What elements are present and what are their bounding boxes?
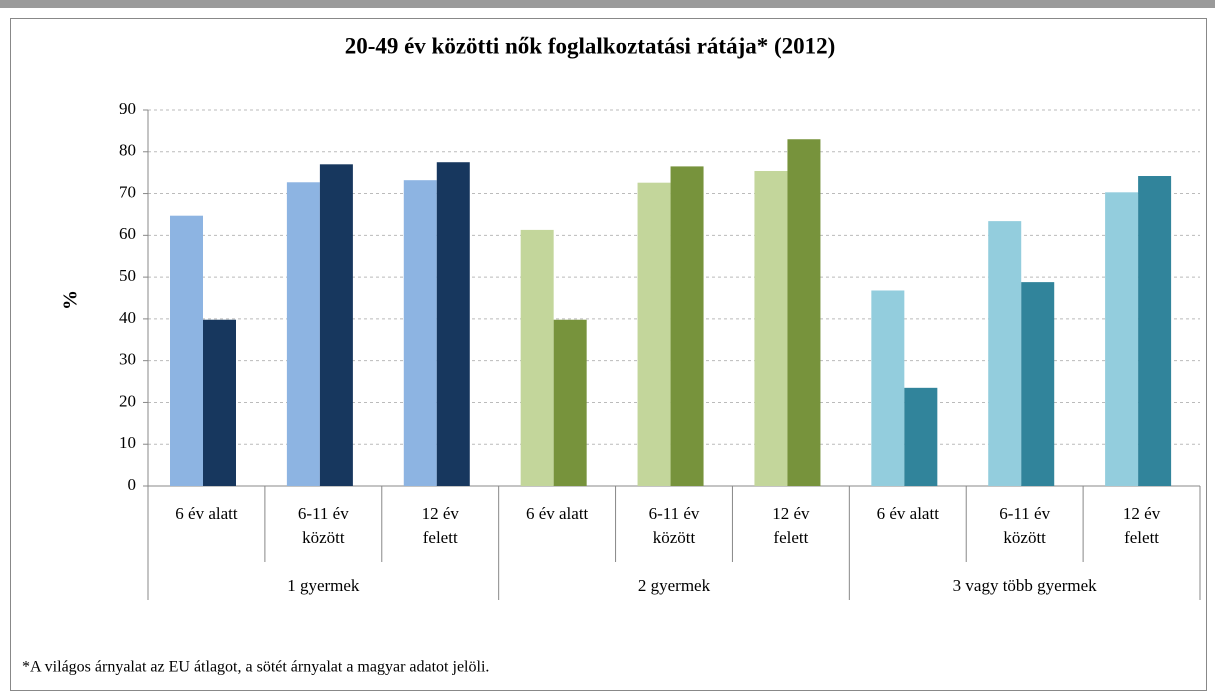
- bar: [787, 139, 821, 486]
- y-tick-label: 0: [128, 475, 137, 494]
- top-shadow: [0, 0, 1215, 8]
- y-tick-label: 50: [119, 266, 136, 285]
- x-tick-label: 6-11 év: [649, 504, 700, 523]
- x-tick-label: között: [653, 528, 696, 547]
- group-label: 1 gyermek: [287, 576, 360, 595]
- x-tick-label: 6 év alatt: [877, 504, 940, 523]
- x-tick-label: felett: [423, 528, 458, 547]
- group-label: 2 gyermek: [638, 576, 711, 595]
- y-tick-label: 30: [119, 350, 136, 369]
- y-axis-label: %: [60, 290, 82, 310]
- bar: [637, 182, 671, 486]
- chart-title: 20-49 év közötti nők foglalkoztatási rát…: [345, 33, 836, 58]
- group-label: 3 vagy több gyermek: [953, 576, 1097, 595]
- x-tick-label: 6 év alatt: [175, 504, 238, 523]
- bar: [871, 290, 905, 486]
- bar: [1138, 176, 1172, 486]
- y-tick-label: 70: [119, 182, 136, 201]
- y-tick-label: 40: [119, 308, 136, 327]
- bar: [904, 387, 938, 486]
- y-tick-label: 90: [119, 99, 136, 118]
- y-tick-label: 20: [119, 391, 136, 410]
- x-tick-label: felett: [1124, 528, 1159, 547]
- x-tick-label: 6-11 év: [999, 504, 1050, 523]
- bar: [170, 215, 203, 486]
- x-tick-label: között: [1003, 528, 1046, 547]
- bar: [520, 229, 554, 486]
- bar: [754, 170, 788, 487]
- x-tick-label: 12 év: [422, 504, 460, 523]
- bar: [988, 221, 1022, 486]
- bar: [1021, 282, 1055, 486]
- bar: [553, 319, 587, 486]
- bar: [286, 182, 320, 486]
- x-tick-label: felett: [773, 528, 808, 547]
- x-tick-label: 6-11 év: [298, 504, 349, 523]
- bar: [670, 166, 704, 486]
- x-tick-label: 6 év alatt: [526, 504, 589, 523]
- x-tick-label: 12 év: [772, 504, 810, 523]
- footnote: *A világos árnyalat az EU átlagot, a söt…: [22, 659, 489, 676]
- bar: [1105, 192, 1139, 486]
- y-tick-label: 80: [119, 141, 136, 160]
- bar: [319, 164, 353, 487]
- x-tick-label: 12 év: [1123, 504, 1161, 523]
- y-tick-label: 10: [119, 433, 136, 452]
- x-tick-label: között: [302, 528, 345, 547]
- bar: [203, 319, 236, 486]
- y-tick-label: 60: [119, 224, 136, 243]
- bar: [436, 162, 470, 486]
- bar: [403, 180, 437, 487]
